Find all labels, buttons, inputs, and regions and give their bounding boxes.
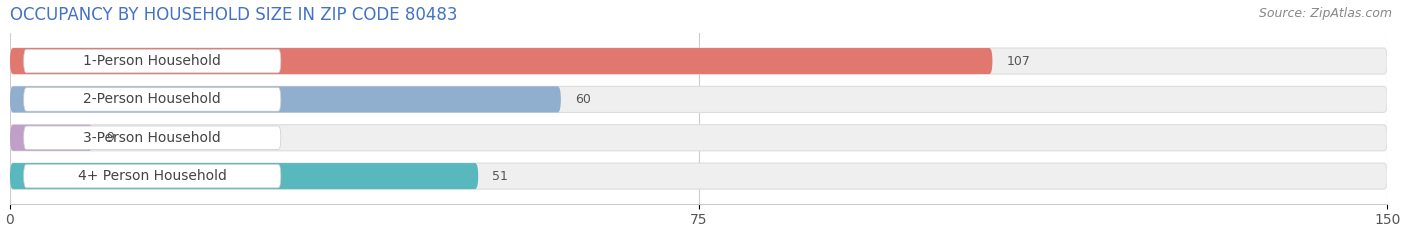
- Text: 1-Person Household: 1-Person Household: [83, 54, 221, 68]
- FancyBboxPatch shape: [10, 125, 1388, 151]
- Text: Source: ZipAtlas.com: Source: ZipAtlas.com: [1258, 7, 1392, 20]
- Text: 107: 107: [1007, 55, 1031, 68]
- FancyBboxPatch shape: [10, 163, 478, 189]
- FancyBboxPatch shape: [24, 164, 281, 188]
- Text: 4+ Person Household: 4+ Person Household: [77, 169, 226, 183]
- FancyBboxPatch shape: [10, 163, 1388, 189]
- Text: 60: 60: [575, 93, 591, 106]
- FancyBboxPatch shape: [24, 126, 281, 150]
- Text: OCCUPANCY BY HOUSEHOLD SIZE IN ZIP CODE 80483: OCCUPANCY BY HOUSEHOLD SIZE IN ZIP CODE …: [10, 6, 457, 24]
- Text: 3-Person Household: 3-Person Household: [83, 131, 221, 145]
- Text: 2-Person Household: 2-Person Household: [83, 93, 221, 106]
- FancyBboxPatch shape: [10, 48, 993, 74]
- FancyBboxPatch shape: [10, 86, 561, 113]
- Text: 51: 51: [492, 170, 508, 183]
- FancyBboxPatch shape: [10, 86, 1388, 113]
- FancyBboxPatch shape: [24, 49, 281, 73]
- FancyBboxPatch shape: [24, 88, 281, 111]
- Text: 9: 9: [107, 131, 114, 144]
- FancyBboxPatch shape: [10, 48, 1388, 74]
- FancyBboxPatch shape: [10, 125, 93, 151]
